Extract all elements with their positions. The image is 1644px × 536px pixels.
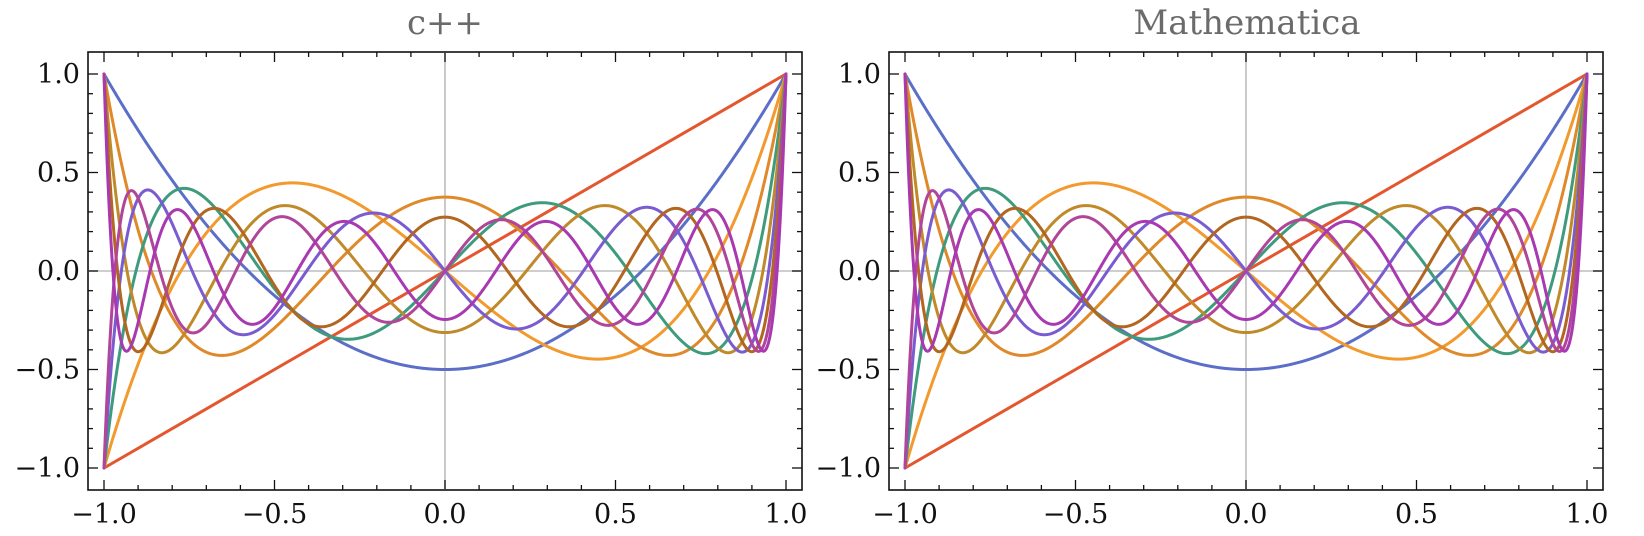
y-tick-label: 1.0	[838, 59, 881, 90]
x-tick-label: −0.5	[1043, 499, 1109, 530]
series-line-p4	[102, 72, 788, 357]
series-line-p10	[903, 72, 1589, 353]
tick-labels: −1.0 −0.5 0.0 0.5 1.0 −1.0 −0.5 0.0 0.5 1.0	[14, 59, 807, 530]
series-line-p6	[102, 72, 788, 355]
x-tick-label: −1.0	[71, 499, 137, 530]
chart-panel-mathematica: Mathematica −1.0 −0.5 0.0 0.5 1.0 −1.0 −0.5 0.0…	[815, 3, 1608, 530]
curves	[102, 72, 788, 470]
chart-panel-cpp: c++ −1.0 −0.5 0.0 0.5 1.0 −1.0 −0.5 0.0 0.5 1.0	[14, 3, 807, 530]
y-tick-label: −1.0	[14, 453, 80, 484]
chart-title: Mathematica	[1133, 3, 1360, 43]
y-tick-label: 0.0	[838, 256, 881, 287]
series-line-p10	[102, 72, 788, 353]
x-tick-label: 1.0	[1566, 499, 1609, 530]
series-line-p9	[903, 72, 1589, 470]
chart-title: c++	[407, 3, 483, 43]
y-tick-label: −0.5	[14, 355, 80, 386]
x-tick-label: 0.0	[424, 499, 467, 530]
y-tick-label: 0.0	[37, 256, 80, 287]
series-line-p9	[102, 72, 788, 470]
series-line-p2	[903, 72, 1589, 371]
series-line-p2	[102, 72, 788, 371]
curves	[903, 72, 1589, 470]
series-line-p8	[102, 72, 788, 354]
x-tick-label: 0.0	[1225, 499, 1268, 530]
tick-marks	[88, 52, 802, 490]
series-line-p8	[903, 72, 1589, 354]
tick-marks	[889, 52, 1603, 490]
x-tick-label: 0.5	[1395, 499, 1438, 530]
y-tick-label: 0.5	[37, 158, 80, 189]
y-tick-label: −0.5	[815, 355, 881, 386]
y-tick-label: 1.0	[37, 59, 80, 90]
x-tick-label: −1.0	[872, 499, 938, 530]
series-line-p4	[903, 72, 1589, 357]
x-tick-label: 1.0	[765, 499, 808, 530]
tick-labels: −1.0 −0.5 0.0 0.5 1.0 −1.0 −0.5 0.0 0.5 1.0	[815, 59, 1608, 530]
y-tick-label: −1.0	[815, 453, 881, 484]
y-tick-label: 0.5	[838, 158, 881, 189]
series-line-p6	[903, 72, 1589, 355]
x-tick-label: 0.5	[594, 499, 637, 530]
x-tick-label: −0.5	[242, 499, 308, 530]
